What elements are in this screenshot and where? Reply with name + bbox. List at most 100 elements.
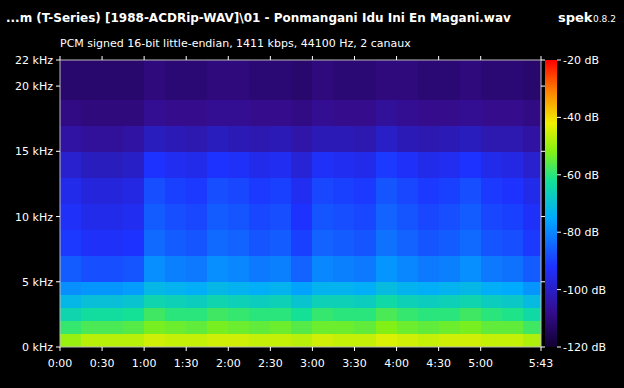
cell <box>81 151 103 178</box>
cell <box>418 295 440 309</box>
cell <box>270 334 292 347</box>
x-tick <box>438 347 439 351</box>
title: ...m (T-Series) [1988-ACDRip-WAV]\01 - P… <box>6 11 511 25</box>
cell <box>291 177 313 204</box>
cell <box>523 125 541 152</box>
x-tick-label: 2:30 <box>258 357 283 370</box>
cell <box>502 256 524 283</box>
cell <box>228 256 250 283</box>
y-tick <box>541 347 545 348</box>
cell <box>270 295 292 309</box>
cell <box>439 321 461 335</box>
cell <box>333 204 355 231</box>
cell <box>249 60 271 100</box>
cell <box>397 125 419 152</box>
cell <box>397 99 419 126</box>
cell <box>165 230 187 257</box>
colorbar-tick <box>557 60 561 61</box>
x-tick-label: 0:30 <box>90 357 115 370</box>
x-tick-label: 4:30 <box>426 357 451 370</box>
cell <box>60 204 82 231</box>
x-tick-label: 3:30 <box>342 357 367 370</box>
y-tick <box>541 151 545 152</box>
cell <box>270 177 292 204</box>
cell <box>228 60 250 100</box>
cell <box>102 295 124 309</box>
cell <box>81 308 103 322</box>
cell <box>376 204 398 231</box>
cell <box>333 308 355 322</box>
cell <box>439 308 461 322</box>
cell <box>439 256 461 283</box>
cell <box>439 177 461 204</box>
x-tick-label: 3:00 <box>300 357 325 370</box>
x-tick-label: 2:00 <box>216 357 241 370</box>
cell <box>144 230 166 257</box>
cell <box>249 177 271 204</box>
y-tick <box>56 281 60 282</box>
cell <box>481 230 503 257</box>
cell <box>81 334 103 347</box>
cell <box>376 295 398 309</box>
cell <box>186 151 208 178</box>
x-tick-label: 4:00 <box>384 357 409 370</box>
cell <box>481 177 503 204</box>
cell <box>60 308 82 322</box>
cell <box>312 151 334 178</box>
x-tick-label: 5:43 <box>529 357 554 370</box>
cell <box>60 177 82 204</box>
cell <box>460 295 482 309</box>
x-tick <box>270 347 271 351</box>
cell <box>165 204 187 231</box>
cell <box>291 256 313 283</box>
chart: 0:000:301:001:302:002:303:003:304:004:30… <box>0 0 624 388</box>
cell <box>312 295 334 309</box>
cell <box>123 204 145 231</box>
cell <box>249 230 271 257</box>
cell <box>270 99 292 126</box>
cell <box>291 334 313 347</box>
cell <box>502 295 524 309</box>
cell <box>81 177 103 204</box>
colorbar-tick <box>557 117 561 118</box>
cell <box>144 334 166 347</box>
cell <box>228 99 250 126</box>
cell <box>144 321 166 335</box>
cell <box>481 334 503 347</box>
cell <box>502 204 524 231</box>
cell <box>291 99 313 126</box>
cell <box>165 334 187 347</box>
cell <box>481 99 503 126</box>
cell <box>60 230 82 257</box>
cell <box>165 125 187 152</box>
y-tick <box>541 60 545 61</box>
cell <box>270 282 292 296</box>
cell <box>207 321 229 335</box>
cell <box>81 230 103 257</box>
cell <box>207 60 229 100</box>
cell <box>397 308 419 322</box>
cell <box>418 60 440 100</box>
x-tick <box>354 347 355 351</box>
cell <box>60 99 82 126</box>
cell <box>60 60 82 100</box>
cell <box>397 282 419 296</box>
y-tick <box>56 60 60 61</box>
cell <box>144 99 166 126</box>
cell <box>439 204 461 231</box>
cell <box>123 177 145 204</box>
cell <box>460 99 482 126</box>
x-tick <box>438 56 439 60</box>
cell <box>376 308 398 322</box>
cell <box>376 151 398 178</box>
y-tick <box>56 216 60 217</box>
plot-frame <box>60 60 541 347</box>
y-tick-label: 20 kHz <box>15 80 53 93</box>
cell <box>270 125 292 152</box>
cell <box>333 295 355 309</box>
cell <box>460 125 482 152</box>
colorbar-tick-label: -80 dB <box>563 226 599 239</box>
cell <box>502 230 524 257</box>
y-tick <box>541 216 545 217</box>
x-tick <box>228 56 229 60</box>
